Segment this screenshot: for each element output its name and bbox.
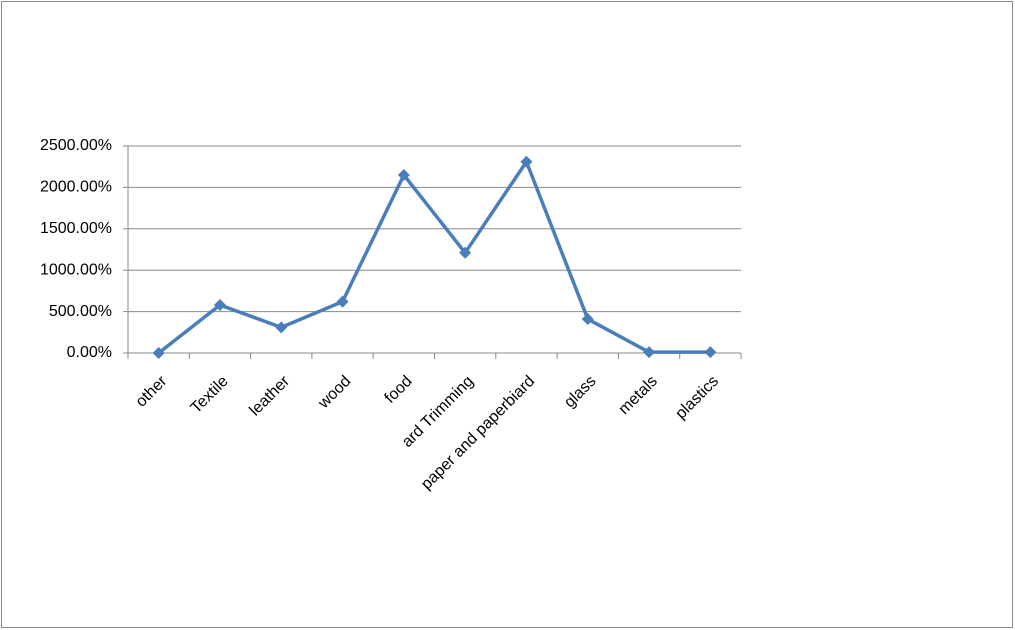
marker bbox=[275, 321, 288, 334]
y-tick-label: 2000.00% bbox=[40, 179, 112, 196]
marker bbox=[152, 347, 165, 359]
marker bbox=[643, 346, 656, 359]
marker bbox=[336, 295, 349, 308]
marker bbox=[459, 246, 472, 259]
marker bbox=[581, 313, 594, 326]
marker bbox=[397, 168, 410, 181]
y-tick-label: 1500.00% bbox=[40, 220, 112, 237]
y-tick-label: 2500.00% bbox=[40, 137, 112, 154]
marker bbox=[520, 155, 533, 168]
line bbox=[157, 159, 711, 355]
y-tick-label: 1000.00% bbox=[40, 261, 112, 278]
marker bbox=[213, 298, 226, 311]
y-tick-label: 0.00% bbox=[67, 344, 112, 361]
marker bbox=[704, 346, 717, 359]
y-tick-label: 500.00% bbox=[49, 303, 112, 320]
